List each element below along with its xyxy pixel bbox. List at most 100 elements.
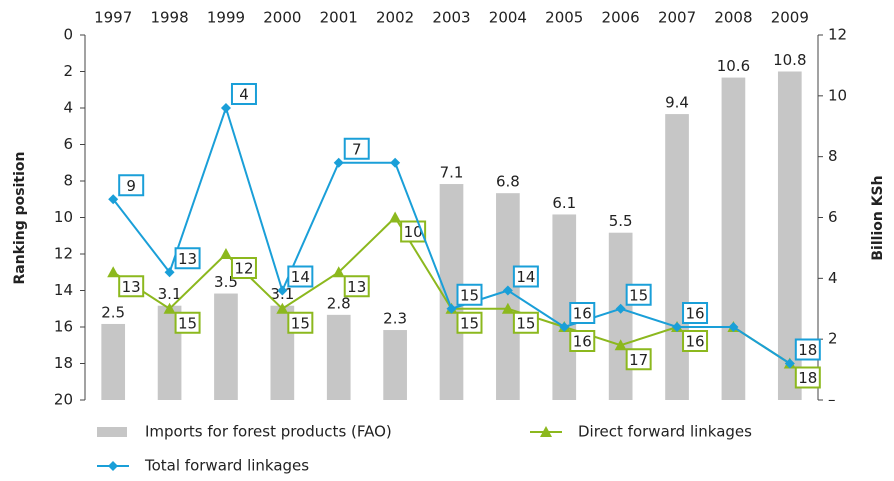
bar [608,232,633,400]
bar [101,323,126,400]
label-box [569,302,596,324]
x-tick-label: 2005 [545,9,583,27]
data-label: 13 [347,278,366,296]
data-label: 15 [629,286,648,304]
label-box [682,330,709,352]
bar [665,114,689,400]
bar [326,314,351,400]
y-tick-label: 18 [54,354,73,372]
data-label: 12 [234,260,253,278]
x-tick-label: 2008 [714,9,752,27]
label-box [794,338,821,361]
data-label: 15 [516,314,535,332]
label-box [456,283,483,306]
y2-tick-label: 4 [828,269,838,287]
legend-label: Imports for forest products (FAO) [145,423,392,441]
y-axis-label: Ranking position [12,151,28,284]
marker [784,358,795,369]
marker [446,303,457,314]
data-label: 18 [798,341,817,359]
label-box [174,311,201,334]
x-tick-label: 2009 [771,9,809,27]
bar-value-label: 3.1 [158,285,182,303]
marker [614,339,627,351]
y2-tick-label: 12 [828,26,847,44]
label-box [682,302,709,324]
bar [777,71,802,400]
marker [276,302,289,314]
marker [615,303,626,314]
y-tick-label: 2 [63,62,73,80]
x-tick-label: 2001 [320,9,358,27]
marker [389,211,402,223]
y-tick-label: 4 [63,99,73,117]
marker [163,302,176,314]
label-box [343,275,370,298]
label-box [343,137,370,160]
bar-value-label: 6.8 [496,173,520,191]
bar-value-label: 10.6 [717,57,750,75]
x-tick-label: 2000 [263,9,301,27]
marker [164,267,175,278]
x-tick-label: 1999 [207,9,245,27]
marker [502,285,513,296]
data-label: 7 [352,140,362,158]
label-box [569,330,596,352]
y-tick-label: 10 [54,208,73,226]
legend-marker [540,426,552,437]
x-tick-label: 1997 [94,9,132,27]
data-label: 15 [460,286,479,304]
bar-value-label: 6.1 [552,194,576,212]
legend-label: Direct forward linkages [578,423,752,441]
label-box [512,265,539,288]
marker [107,266,120,278]
data-label: 15 [460,314,479,332]
marker [333,157,344,168]
x-tick-label: 2002 [376,9,414,27]
data-label: 14 [291,268,310,286]
label-box [287,311,314,334]
bar [214,293,238,400]
data-label: 14 [516,268,535,286]
bar-value-label: 2.5 [101,303,125,321]
y2-axis-label: Billion KSh [870,175,886,260]
data-label: 9 [126,177,136,195]
y2-tick-label: 10 [828,86,847,104]
legend-swatch [97,427,127,437]
legend-label: Total forward linkages [144,457,309,475]
marker [501,302,514,314]
bar-value-label: 10.8 [773,51,806,69]
label-box [118,275,145,298]
data-label: 18 [798,369,817,387]
x-tick-label: 2007 [658,9,696,27]
marker [220,103,231,113]
label-box [625,348,652,371]
bar-value-label: 7.1 [440,164,464,182]
label-box [456,311,483,334]
data-label: 16 [573,333,592,351]
marker [108,194,119,205]
label-box [118,174,145,197]
y-tick-label: 0 [63,26,73,44]
data-label: 17 [629,351,648,369]
y-tick-label: 8 [63,172,73,190]
y2-tick-label: 2 [828,330,838,348]
data-label: 4 [239,86,249,104]
bar-value-label: 5.5 [609,212,633,230]
label-box [794,366,821,389]
y-tick-label: 12 [54,245,73,263]
label-box [625,283,652,306]
data-label: 13 [178,250,197,268]
marker [277,285,288,296]
x-tick-label: 2006 [602,9,640,27]
marker [728,322,739,332]
data-label: 16 [573,305,592,323]
y-tick-label: 20 [54,391,73,409]
data-label: 15 [178,314,197,332]
y2-tick-label: 8 [828,147,838,165]
y-tick-label: 14 [54,281,73,299]
y-tick-label: 6 [63,135,73,153]
x-tick-label: 2003 [432,9,470,27]
label-box [230,257,257,279]
y2-tick-label: 6 [828,208,838,226]
